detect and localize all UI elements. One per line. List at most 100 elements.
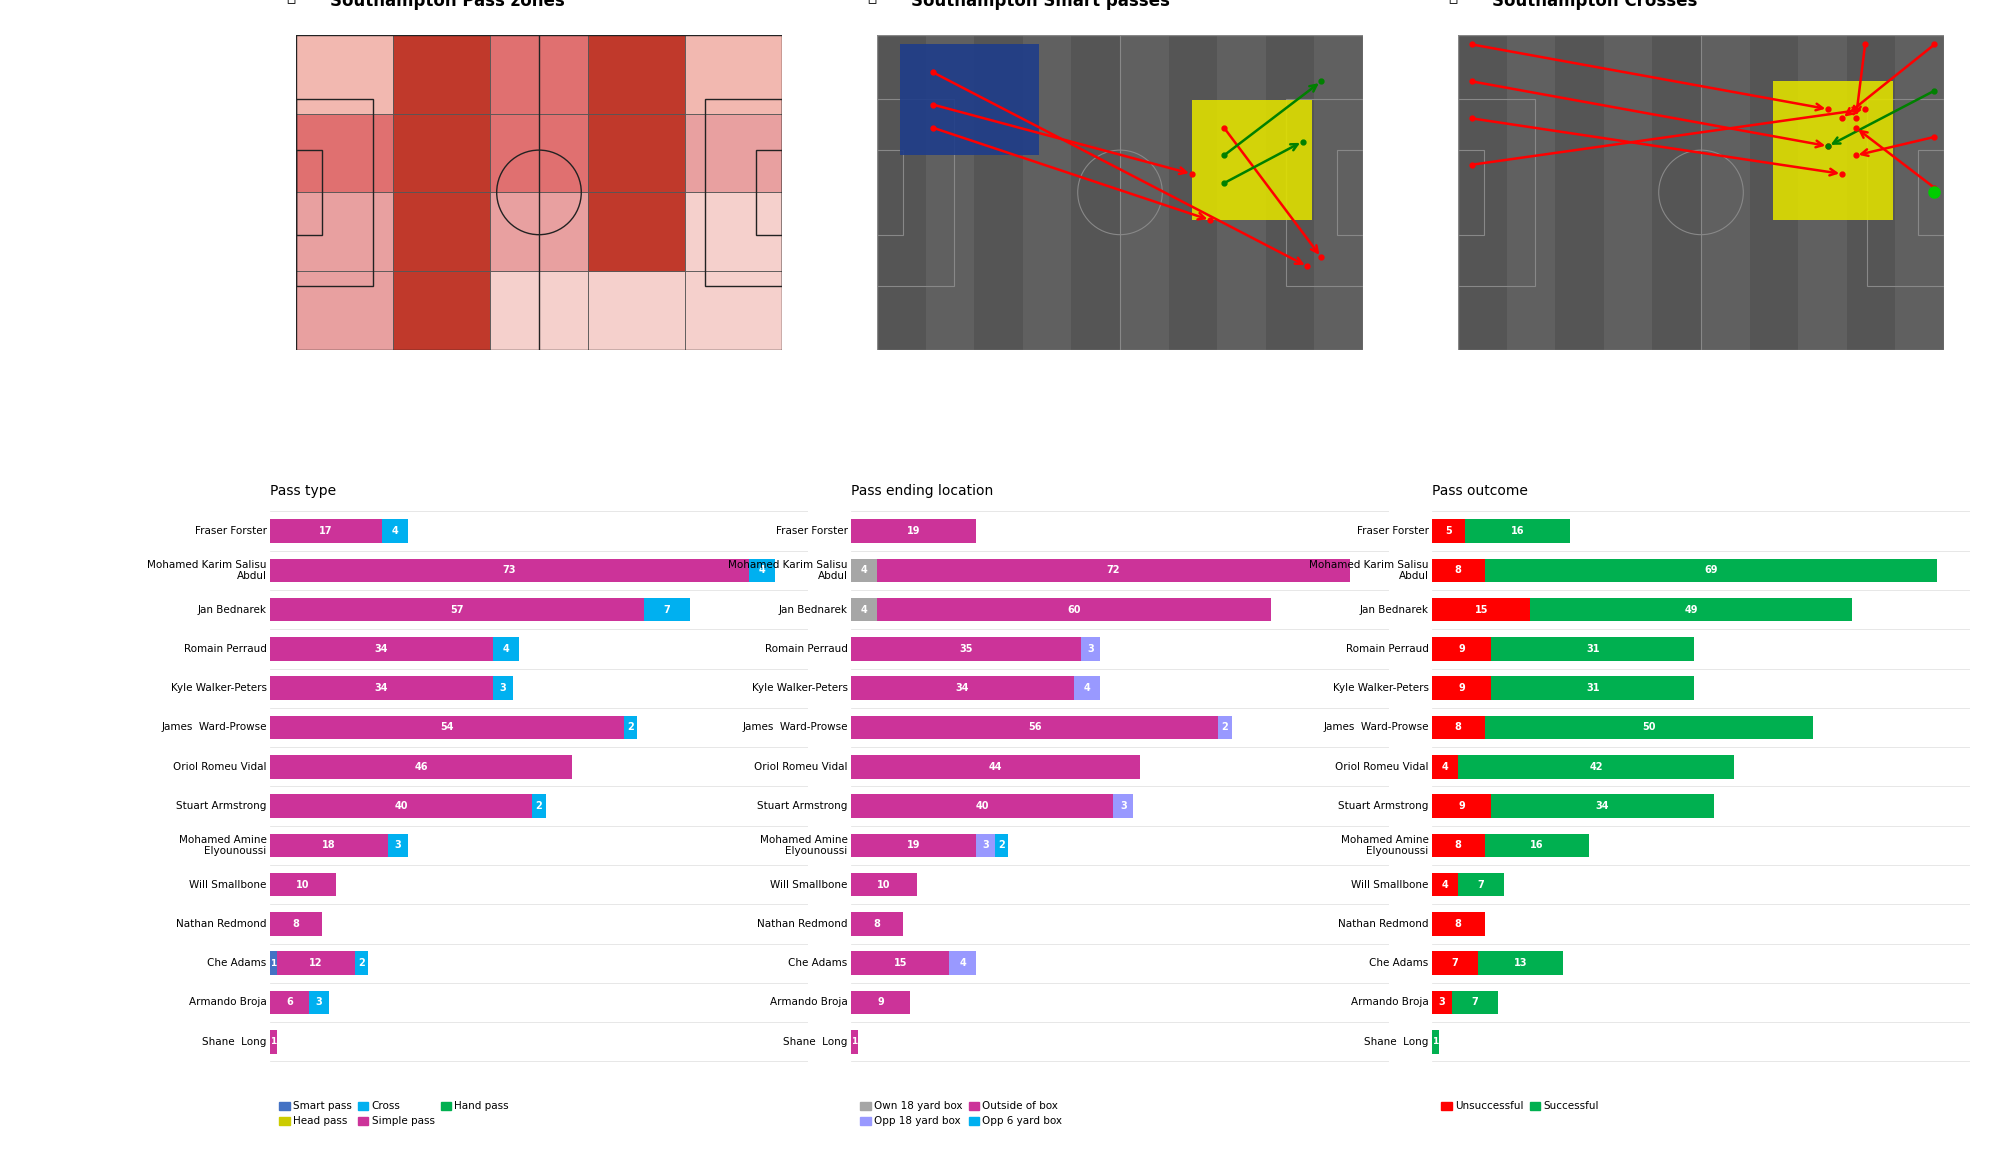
- Bar: [394, 35, 490, 114]
- Bar: [490, 114, 588, 193]
- Bar: [296, 150, 322, 235]
- Text: 3: 3: [500, 683, 506, 693]
- Text: Jan Bednarek: Jan Bednarek: [198, 605, 266, 615]
- Text: 1: 1: [852, 1038, 858, 1046]
- Text: 7: 7: [1472, 998, 1478, 1007]
- Bar: [1452, 991, 1498, 1014]
- Bar: [1266, 35, 1314, 349]
- Bar: [1458, 873, 1504, 897]
- Text: Armando Broja: Armando Broja: [188, 998, 266, 1007]
- Bar: [494, 637, 520, 660]
- Text: 7: 7: [1452, 958, 1458, 968]
- Text: 8: 8: [1454, 723, 1462, 732]
- Text: Pass outcome: Pass outcome: [1432, 484, 1528, 498]
- Bar: [270, 598, 644, 622]
- Text: 1: 1: [1432, 1038, 1438, 1046]
- Text: James  Ward-Prowse: James Ward-Prowse: [742, 723, 848, 732]
- Text: 2: 2: [1222, 723, 1228, 732]
- Text: 5: 5: [1446, 526, 1452, 536]
- Bar: [950, 952, 976, 975]
- Text: 4: 4: [1442, 880, 1448, 889]
- Text: 3: 3: [1438, 998, 1446, 1007]
- Bar: [900, 45, 1040, 155]
- Text: Shane  Long: Shane Long: [202, 1036, 266, 1047]
- Text: 4: 4: [502, 644, 510, 654]
- Bar: [756, 150, 782, 235]
- Bar: [624, 716, 638, 739]
- Legend: Smart pass, Head pass, Cross, Simple pass, Hand pass: Smart pass, Head pass, Cross, Simple pas…: [276, 1097, 514, 1130]
- Bar: [1432, 558, 1484, 582]
- Text: 10: 10: [878, 880, 890, 889]
- Bar: [852, 833, 976, 857]
- Text: 40: 40: [976, 801, 988, 811]
- Bar: [1484, 558, 1938, 582]
- Text: Mohamed Karim Salisu
Abdul: Mohamed Karim Salisu Abdul: [148, 560, 266, 580]
- Text: 8: 8: [1454, 565, 1462, 576]
- Bar: [852, 794, 1114, 818]
- Text: 6: 6: [286, 998, 294, 1007]
- Bar: [1868, 99, 1944, 286]
- Bar: [976, 833, 996, 857]
- Bar: [588, 271, 684, 349]
- Bar: [878, 99, 954, 286]
- Bar: [1492, 794, 1714, 818]
- Bar: [1702, 35, 1750, 349]
- Text: Che Adams: Che Adams: [788, 958, 848, 968]
- Text: 1: 1: [270, 1038, 276, 1046]
- Text: 4: 4: [392, 526, 398, 536]
- Bar: [270, 873, 336, 897]
- Bar: [1458, 150, 1484, 235]
- Bar: [1168, 35, 1218, 349]
- Text: 8: 8: [1454, 840, 1462, 851]
- Bar: [270, 952, 276, 975]
- Text: Mohamed Amine
Elyounoussi: Mohamed Amine Elyounoussi: [178, 835, 266, 855]
- Bar: [588, 193, 684, 271]
- Bar: [1432, 991, 1452, 1014]
- Bar: [388, 833, 408, 857]
- Text: 2: 2: [536, 801, 542, 811]
- Text: Romain Perraud: Romain Perraud: [184, 644, 266, 654]
- Text: 7: 7: [664, 605, 670, 615]
- Text: Kyle Walker-Peters: Kyle Walker-Peters: [1332, 683, 1428, 693]
- Text: 2: 2: [628, 723, 634, 732]
- Bar: [1432, 716, 1484, 739]
- Text: Nathan Redmond: Nathan Redmond: [1338, 919, 1428, 929]
- Text: 31: 31: [1586, 683, 1600, 693]
- Text: 34: 34: [374, 644, 388, 654]
- Bar: [852, 716, 1218, 739]
- Bar: [1484, 716, 1812, 739]
- Bar: [852, 756, 1140, 779]
- Text: 54: 54: [440, 723, 454, 732]
- Legend: Unsuccessful, Successful: Unsuccessful, Successful: [1438, 1097, 1602, 1115]
- Bar: [1074, 677, 1100, 700]
- Text: Mohamed Amine
Elyounoussi: Mohamed Amine Elyounoussi: [760, 835, 848, 855]
- Text: Shane  Long: Shane Long: [1364, 1036, 1428, 1047]
- Bar: [1432, 756, 1458, 779]
- Bar: [852, 677, 1074, 700]
- Text: 4: 4: [860, 565, 868, 576]
- Text: 🏵: 🏵: [1448, 0, 1458, 4]
- Text: 1: 1: [270, 959, 276, 968]
- Text: Fraser Forster: Fraser Forster: [194, 526, 266, 536]
- Text: 3: 3: [1088, 644, 1094, 654]
- Text: 2: 2: [358, 958, 366, 968]
- Bar: [1286, 99, 1362, 286]
- Bar: [878, 598, 1270, 622]
- Text: Nathan Redmond: Nathan Redmond: [758, 919, 848, 929]
- Text: 72: 72: [1106, 565, 1120, 576]
- Text: 4: 4: [1084, 683, 1090, 693]
- Text: Will Smallbone: Will Smallbone: [770, 880, 848, 889]
- Text: 60: 60: [1068, 605, 1080, 615]
- Bar: [684, 271, 782, 349]
- Text: 35: 35: [960, 644, 972, 654]
- Text: Romain Perraud: Romain Perraud: [764, 644, 848, 654]
- Bar: [878, 558, 1350, 582]
- Bar: [1772, 81, 1892, 220]
- Bar: [852, 558, 878, 582]
- Bar: [748, 558, 776, 582]
- Bar: [356, 952, 368, 975]
- Text: 34: 34: [374, 683, 388, 693]
- Bar: [926, 35, 974, 349]
- Bar: [1072, 35, 1120, 349]
- Text: 10: 10: [296, 880, 310, 889]
